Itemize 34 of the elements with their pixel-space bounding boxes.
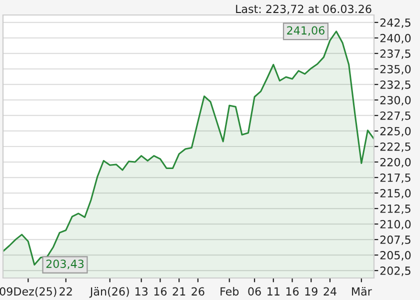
- y-tick-label: 230,0: [380, 96, 411, 106]
- x-tick-label: Mär: [352, 287, 372, 296]
- x-tick-label: 22: [60, 287, 72, 296]
- y-tick-label: 227,5: [380, 111, 410, 121]
- y-tick-label: 222,5: [380, 142, 410, 152]
- x-tick-label: 16: [154, 287, 167, 296]
- y-tick-label: 242,5: [380, 18, 410, 28]
- annotation: 241,06: [287, 26, 324, 36]
- x-tick-label: 09Dez(25): [0, 287, 56, 297]
- y-tick-label: 205,0: [380, 251, 411, 261]
- x-tick-label: 06: [248, 287, 261, 296]
- y-tick-label: 237,5: [380, 49, 410, 59]
- y-tick-label: 235,0: [380, 64, 411, 74]
- y-tick-label: 212,5: [380, 204, 410, 214]
- annotation: 203,43: [46, 260, 84, 270]
- y-tick-label: 217,5: [380, 173, 410, 184]
- x-tick-label: Feb: [220, 287, 239, 296]
- x-tick-label: Jän(26): [89, 287, 129, 298]
- y-tick-label: 232,5: [380, 80, 410, 90]
- y-tick-label: 215,0: [380, 188, 411, 199]
- x-tick-label: 16: [286, 287, 299, 296]
- x-tick-label: 11: [268, 287, 280, 296]
- x-tick-label: 26: [192, 287, 204, 296]
- text: Last: 223,72 at 06.03.26: [236, 4, 372, 14]
- y-tick-label: 240,0: [380, 34, 411, 44]
- y-tick-label: 220,0: [380, 158, 411, 168]
- y-tick-label: 202,5: [380, 266, 410, 276]
- y-tick-label: 210,0: [380, 220, 411, 230]
- x-tick-label: 19: [305, 287, 318, 296]
- x-tick-label: 21: [172, 287, 186, 296]
- x-tick-label: 13: [135, 287, 148, 296]
- x-tick-label: 24: [324, 287, 336, 296]
- y-tick-label: 207,5: [380, 236, 410, 246]
- y-tick-label: 225,0: [380, 126, 411, 137]
